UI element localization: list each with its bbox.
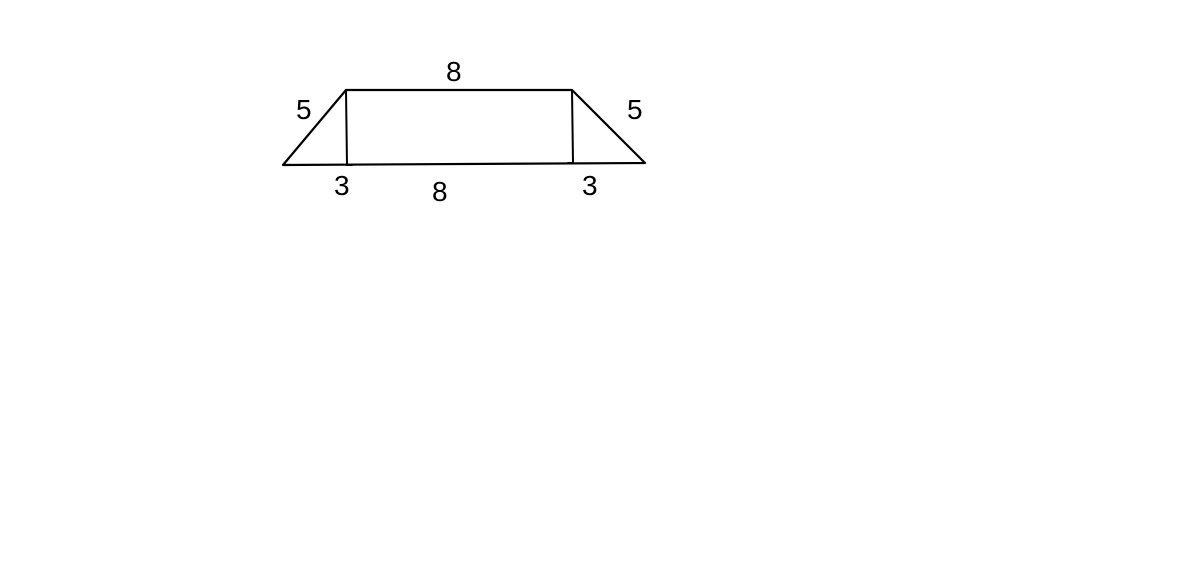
label-right-5: 5 xyxy=(627,96,643,124)
trapezoid-outline xyxy=(283,90,645,165)
label-bottom-left-3: 3 xyxy=(334,172,350,200)
trapezoid-svg xyxy=(0,0,1200,564)
label-bottom-right-3: 3 xyxy=(582,172,598,200)
trapezoid-diagram: 8 5 5 3 8 3 xyxy=(0,0,1200,564)
left-height-line xyxy=(346,90,352,165)
label-top-8: 8 xyxy=(446,58,462,86)
label-bottom-mid-8: 8 xyxy=(432,178,448,206)
label-left-5: 5 xyxy=(296,96,312,124)
right-height-line xyxy=(568,90,573,163)
